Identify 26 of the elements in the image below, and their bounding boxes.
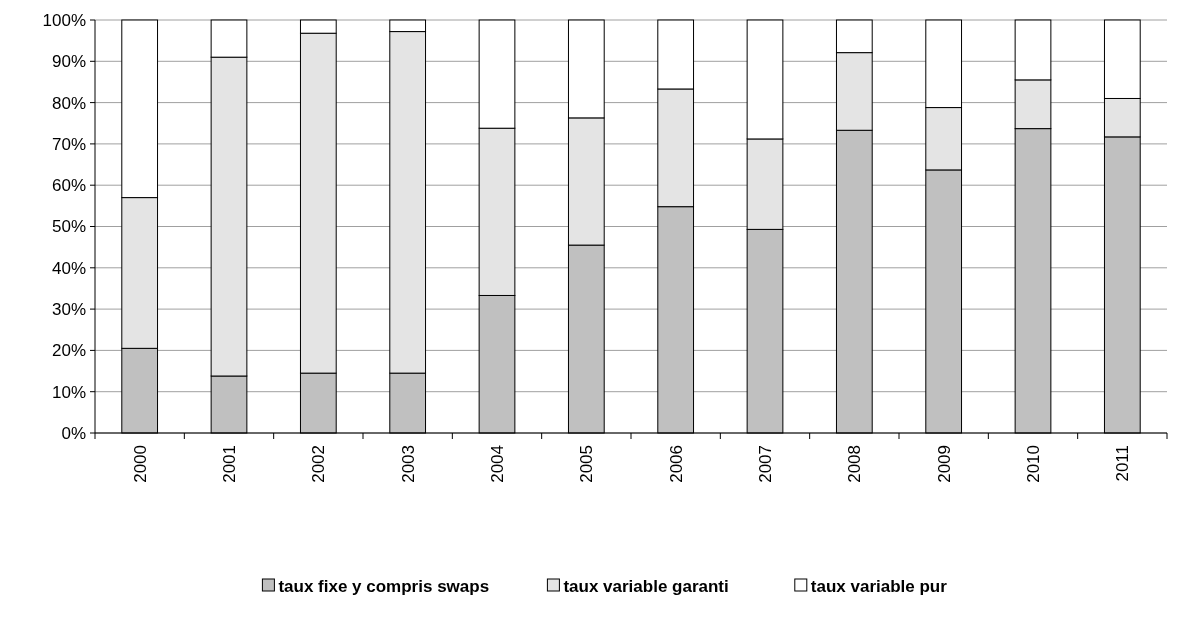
x-tick-label: 2000 — [130, 445, 150, 483]
y-tick-label: 40% — [51, 258, 86, 278]
x-tick-label: 2006 — [666, 445, 686, 483]
x-tick-label: 2008 — [845, 445, 865, 483]
y-tick-label: 50% — [51, 217, 86, 237]
x-tick-label: 2004 — [487, 445, 507, 483]
x-tick-label: 2002 — [309, 445, 329, 483]
x-tick-label: 2003 — [398, 445, 418, 483]
y-tick-label: 80% — [51, 93, 86, 113]
legend-label: taux variable pur — [810, 576, 948, 596]
y-tick-label: 20% — [51, 341, 86, 361]
x-tick-label: 2011 — [1113, 445, 1133, 482]
y-tick-label: 10% — [51, 382, 86, 402]
y-tick-label: 70% — [51, 134, 86, 154]
y-tick-label: 0% — [61, 423, 86, 443]
x-tick-label: 2001 — [219, 445, 239, 483]
x-tick-label: 2005 — [577, 445, 597, 483]
legend-label: taux fixe y compris swaps — [278, 576, 490, 596]
legend-label: taux variable garanti — [563, 576, 729, 596]
x-tick-label: 2007 — [755, 445, 775, 483]
x-tick-label: 2010 — [1023, 445, 1043, 483]
y-tick-label: 90% — [51, 52, 86, 72]
y-tick-label: 30% — [51, 300, 86, 320]
y-tick-label: 100% — [42, 10, 86, 30]
x-tick-label: 2009 — [934, 445, 954, 483]
y-tick-label: 60% — [51, 176, 86, 196]
